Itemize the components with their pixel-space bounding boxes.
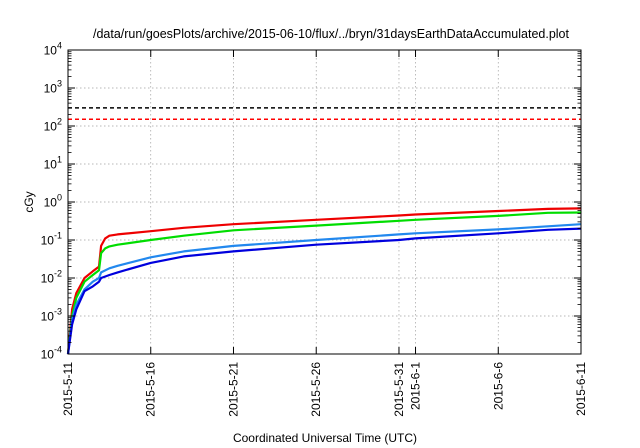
x-tick-label: 2015-5-21 [226,362,240,417]
series-lines [66,207,582,355]
y-tick-label: 10-4 [41,345,62,362]
x-tick-label: 2015-5-11 [61,362,75,416]
x-tick-label: 2015-5-26 [309,362,323,417]
y-tick-label: 10-1 [41,231,62,248]
x-tick-label: 2015-6-1 [409,362,423,410]
series-line [66,227,582,355]
y-tick-label: 10-3 [41,307,62,324]
x-tick-label: 2015-5-31 [392,362,406,417]
y-tick-label: 101 [44,155,62,172]
x-tick-label: 2015-6-11 [574,362,588,416]
y-tick-label: 100 [44,193,62,210]
series-line [66,207,582,355]
chart-title: /data/run/goesPlots/archive/2015-06-10/f… [93,27,569,41]
series-line [66,211,582,355]
x-tick-label: 2015-5-16 [144,362,158,417]
grid [68,50,581,354]
y-tick-label: 103 [44,79,62,96]
y-tick-label: 104 [44,41,62,58]
x-axis: 2015-5-11 2015-5-16 2015-5-21 2015-5-26 2015… [61,50,588,417]
y-tick-label: 102 [44,117,62,134]
x-tick-label: 2015-6-6 [491,362,505,410]
y-tick-label: 10-2 [41,269,62,286]
y-axis: 10-4 10-3 10-2 10-1 100 101 102 103 104 [41,41,581,362]
threshold-lines [68,107,581,121]
x-axis-label: Coordinated Universal Time (UTC) [233,431,417,445]
y-axis-label: cGy [22,191,36,212]
